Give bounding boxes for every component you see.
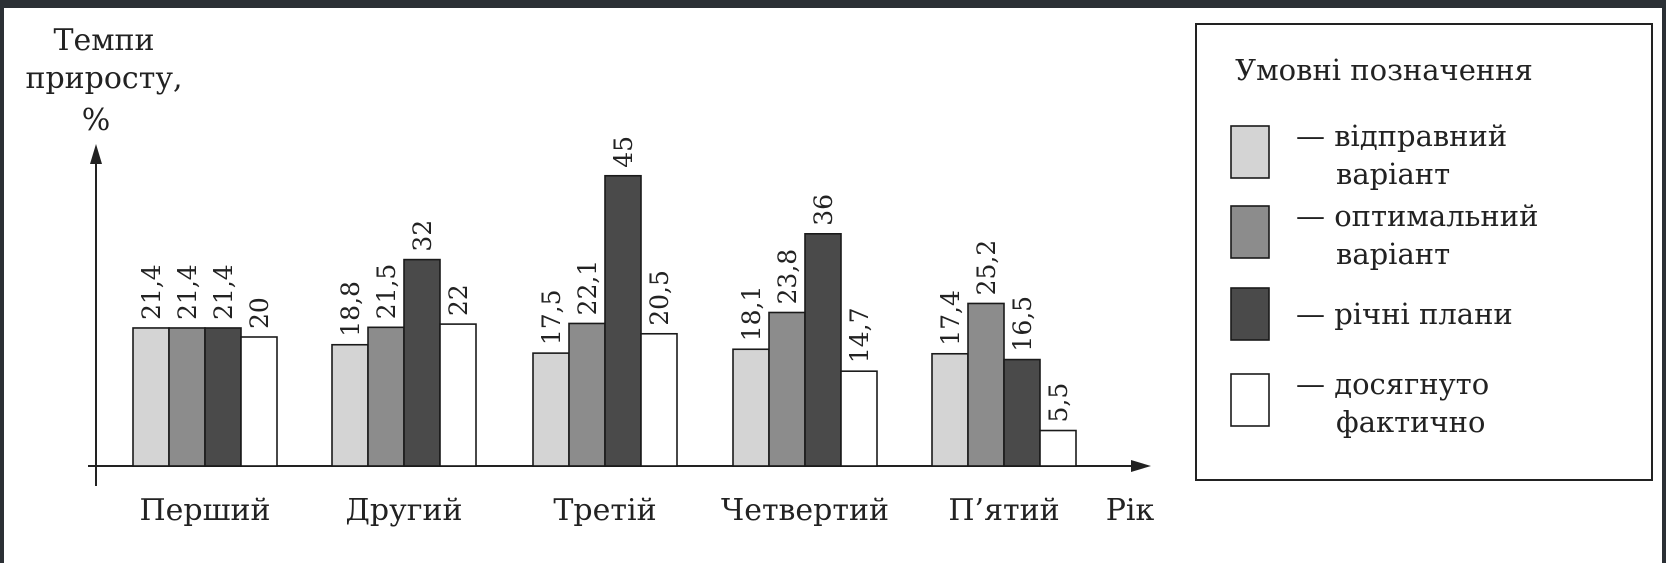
data-label: 17,5 xyxy=(537,289,566,345)
x-tick-labels: Перший Другий Третій Четвертий П’ятий Рік xyxy=(139,493,1154,528)
legend-label: варіант xyxy=(1336,237,1450,271)
legend-label: варіант xyxy=(1336,157,1450,191)
data-label: 36 xyxy=(809,194,838,226)
x-tick-label: П’ятий xyxy=(948,493,1059,528)
legend-label: — відправний xyxy=(1296,119,1507,153)
bar xyxy=(403,258,441,467)
x-tick-label: Перший xyxy=(139,493,270,528)
bar xyxy=(768,311,806,467)
data-label: 23,8 xyxy=(773,249,802,305)
x-tick-label: Третій xyxy=(553,493,656,528)
y-axis-label-line: Темпи xyxy=(53,23,154,58)
bar xyxy=(568,322,606,467)
data-label: 14,7 xyxy=(845,308,874,364)
data-label: 21,5 xyxy=(372,264,401,320)
bar xyxy=(204,327,242,467)
data-label: 32 xyxy=(408,220,437,252)
data-label: 18,1 xyxy=(737,286,766,342)
data-label: 22,1 xyxy=(573,260,602,316)
bar xyxy=(1039,429,1077,467)
data-label: 20 xyxy=(245,297,274,329)
bar xyxy=(640,332,678,467)
y-axis-arrow xyxy=(90,144,102,164)
x-tick-label: Другий xyxy=(346,493,463,528)
legend-swatch xyxy=(1230,373,1270,427)
bar xyxy=(240,336,278,467)
x-tick-label: Четвертий xyxy=(721,493,889,528)
legend-swatch xyxy=(1230,125,1270,179)
legend-box xyxy=(1195,23,1653,481)
bar xyxy=(604,174,642,467)
bar xyxy=(967,302,1005,467)
bar xyxy=(804,233,842,467)
x-axis-label: Рік xyxy=(1106,493,1155,528)
bar-series xyxy=(132,174,1077,467)
data-label: 5,5 xyxy=(1044,383,1073,423)
bar xyxy=(439,323,477,467)
y-axis-label-line: % xyxy=(82,103,111,138)
bar xyxy=(168,327,206,467)
bar xyxy=(1003,358,1041,467)
legend-label: — річні плани xyxy=(1296,297,1513,331)
legend-swatch xyxy=(1230,287,1270,341)
legend-swatch xyxy=(1230,205,1270,259)
data-label: 20,5 xyxy=(645,270,674,326)
data-label: 45 xyxy=(609,136,638,168)
legend-label: — оптимальний xyxy=(1296,199,1538,233)
data-label: 18,8 xyxy=(336,281,365,337)
data-label: 21,4 xyxy=(173,264,202,320)
data-label: 22 xyxy=(444,284,473,316)
data-label: 21,4 xyxy=(137,264,166,320)
bar xyxy=(367,326,405,467)
legend-label: — досягнуто xyxy=(1296,367,1489,401)
x-axis-arrow xyxy=(1131,460,1151,472)
bar xyxy=(732,348,770,467)
bar xyxy=(132,327,170,467)
bar xyxy=(840,370,878,467)
data-label: 16,5 xyxy=(1008,296,1037,352)
legend: Умовні позначення — відправний варіант — оп… xyxy=(1195,23,1653,481)
data-label: 25,2 xyxy=(972,240,1001,296)
data-label: 21,4 xyxy=(209,264,238,320)
chart-canvas: Темпи приросту,% 21,4 21,4 21,4 20 18,8 21,5 32… xyxy=(4,8,1662,563)
data-label: 17,4 xyxy=(936,290,965,346)
bar xyxy=(331,343,369,467)
legend-title: Умовні позначення xyxy=(1235,53,1533,87)
legend-label: фактично xyxy=(1336,405,1485,439)
bar xyxy=(532,352,570,467)
bar xyxy=(931,352,969,467)
y-axis-label-line: приросту, xyxy=(25,61,182,96)
